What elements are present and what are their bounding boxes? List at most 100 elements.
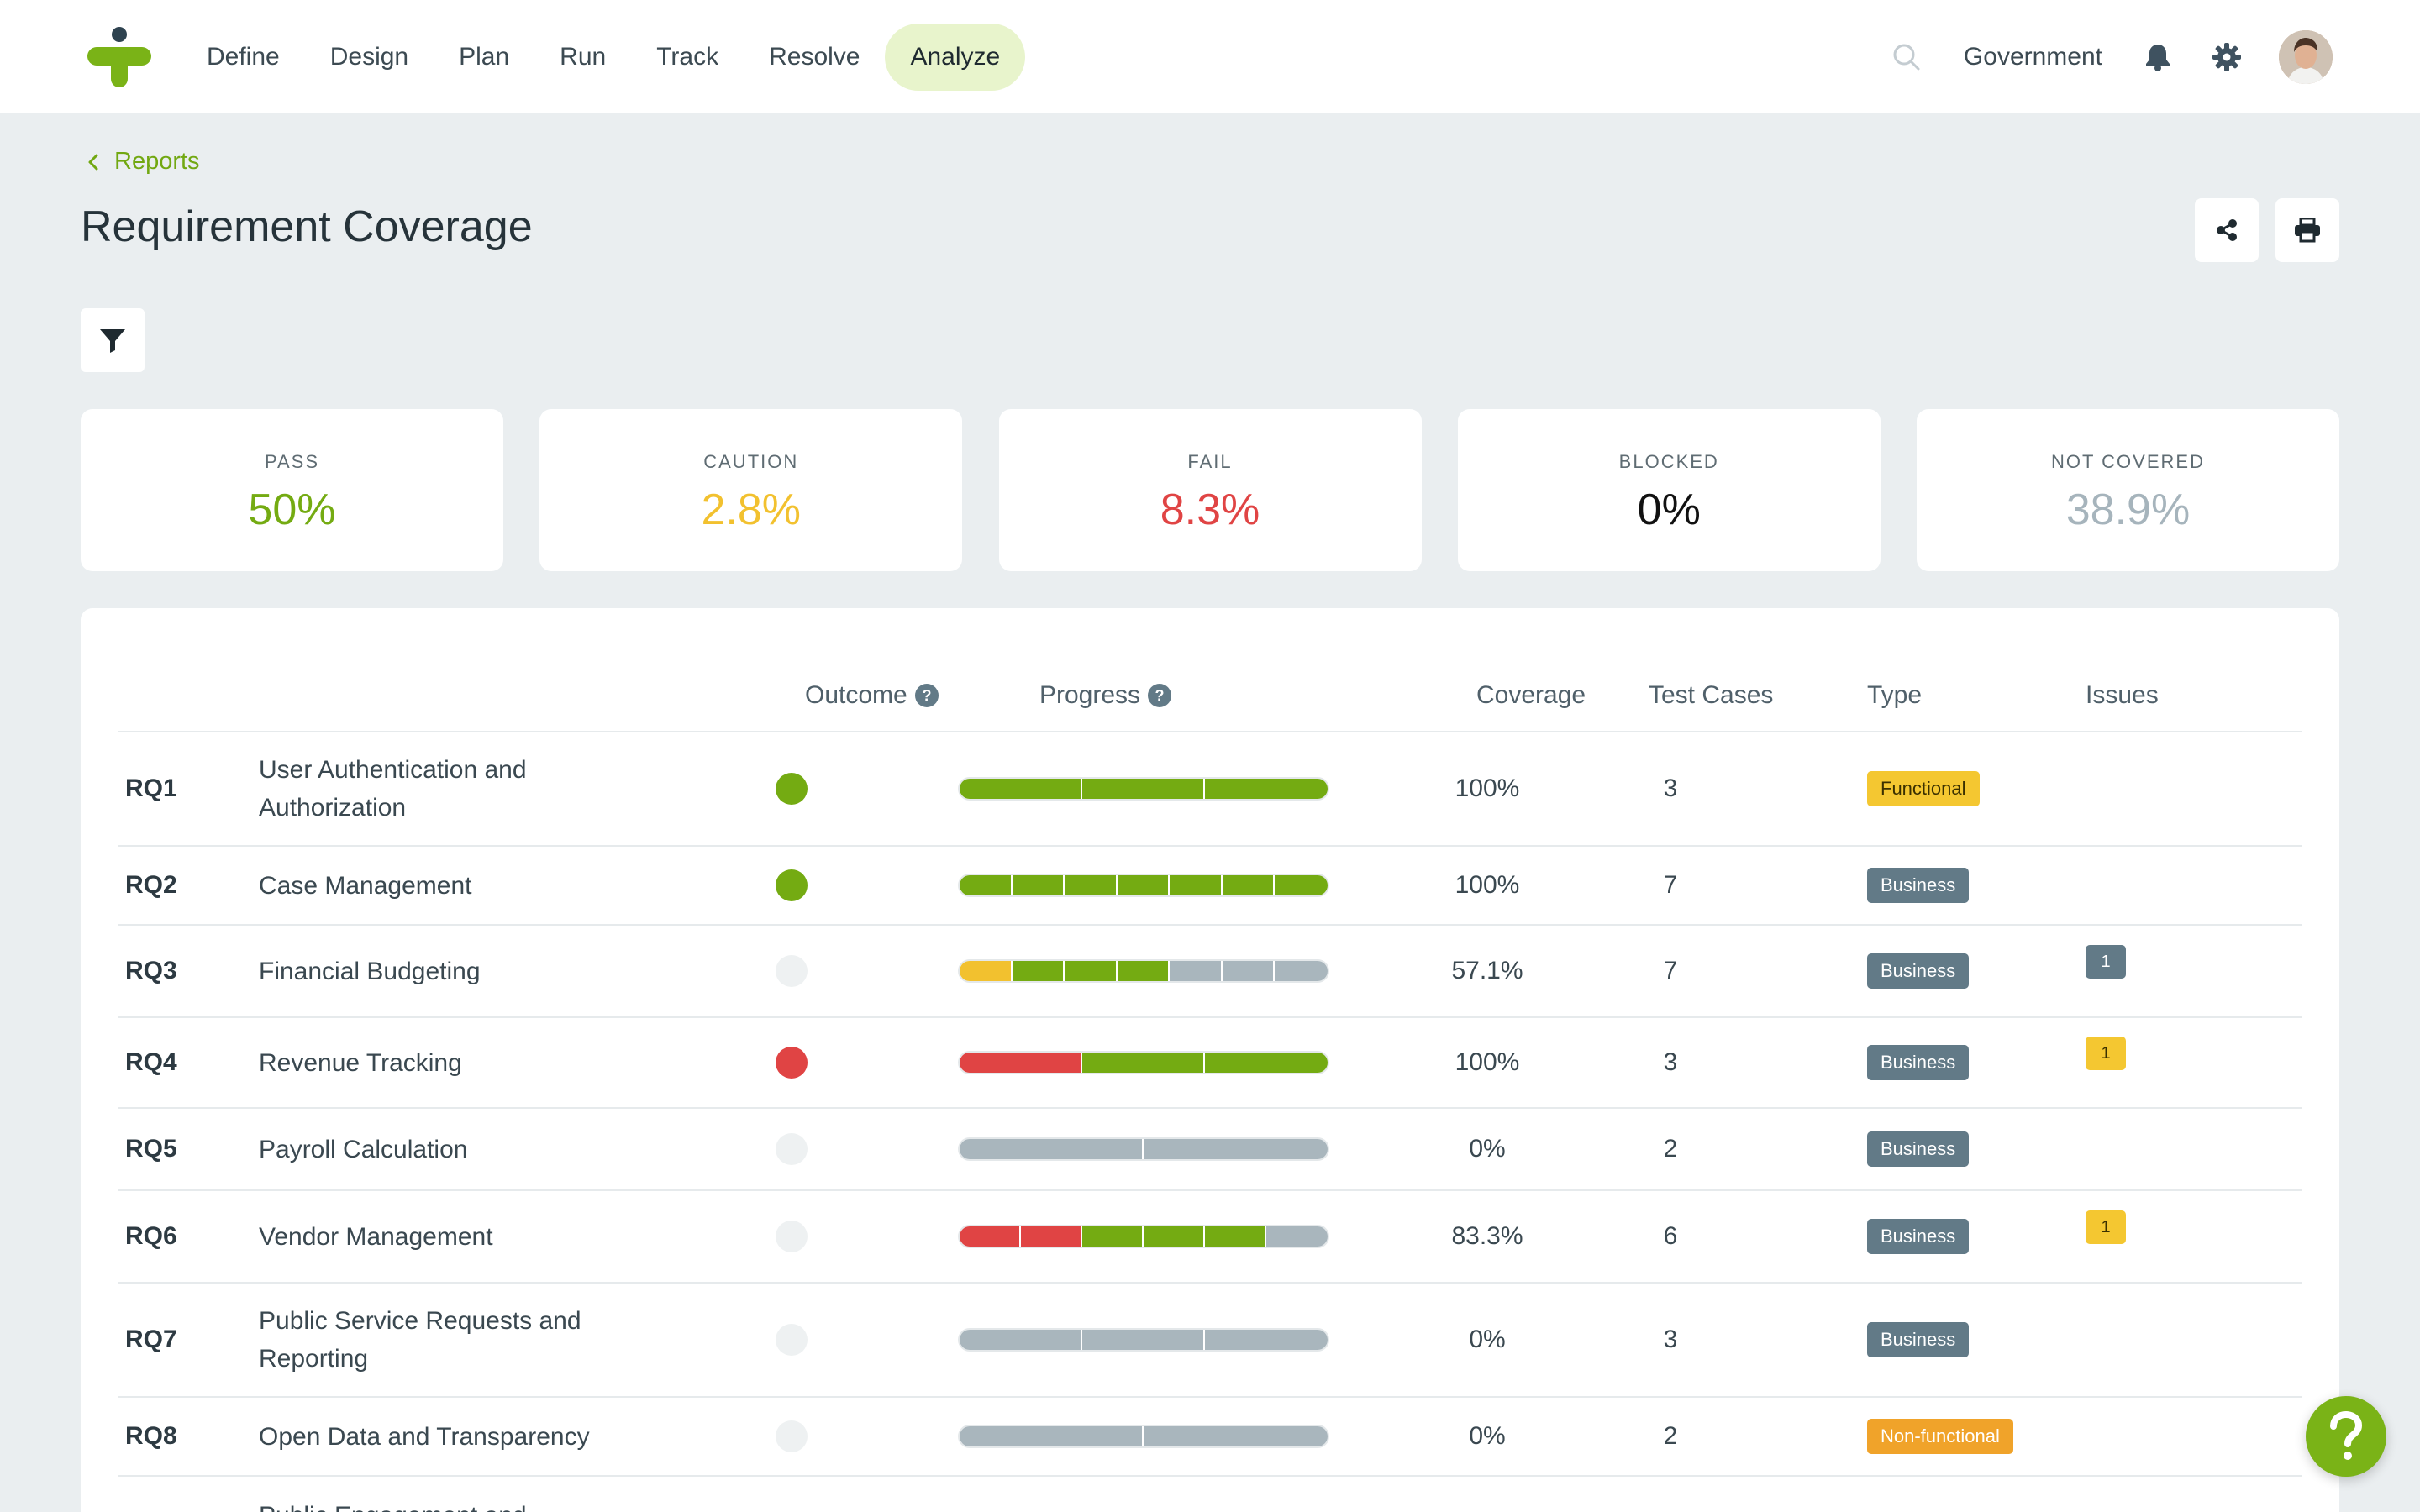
stat-card-caution: CAUTION 2.8% [539,409,963,571]
progress-segment-none [1265,1226,1328,1247]
help-button[interactable] [2306,1396,2386,1477]
type-cell: Business [1867,847,1970,924]
progress-segment-fail [1020,1226,1082,1247]
progress-segment-none [1081,1330,1205,1350]
test-cases-count: 7 [1663,871,1678,899]
stat-value: 0% [1637,486,1701,534]
progress-bar[interactable] [958,1425,1329,1448]
requirements-table: Outcome ? Progress ? Coverage Test Cases… [81,608,2339,1512]
progress-cell [958,1109,1329,1189]
progress-bar[interactable] [958,874,1329,897]
table-row[interactable]: Public Engagement and [118,1477,2302,1512]
requirement-name[interactable]: Public Service Requests and Reporting [259,1307,581,1373]
type-cell: Business [1867,1018,1970,1107]
table-row[interactable]: RQ5 Payroll Calculation 0% 2 Business [118,1109,2302,1191]
gear-icon[interactable] [2210,40,2244,74]
nav-item-run[interactable]: Run [560,43,607,71]
progress-bar[interactable] [958,1328,1329,1352]
column-coverage[interactable]: Coverage [1476,681,1586,709]
requirement-name[interactable]: Public Engagement and [259,1477,612,1512]
table-row[interactable]: RQ8 Open Data and Transparency 0% 2 Non-func… [118,1398,2302,1477]
coverage-value: 83.3% [1451,1222,1523,1250]
table-row[interactable]: RQ1 User Authentication and Authorization… [118,732,2302,847]
progress-segment-pass [1170,875,1223,895]
filter-icon [100,329,125,353]
type-badge: Business [1867,1045,1970,1080]
bell-icon[interactable] [2141,40,2175,74]
issue-count-badge[interactable]: 1 [2086,1037,2126,1070]
print-button[interactable] [2275,198,2339,262]
nav-item-resolve[interactable]: Resolve [769,43,860,71]
breadcrumb[interactable]: Reports [87,148,200,176]
stat-card-blocked: BLOCKED 0% [1457,409,1881,571]
outcome-cell [775,1284,808,1396]
help-icon[interactable]: ? [914,683,939,708]
filter-button[interactable] [81,308,145,372]
table-row[interactable]: RQ6 Vendor Management 83.3% 6 Business 1 [118,1191,2302,1284]
progress-bar[interactable] [958,959,1329,983]
progress-segment-pass [1204,1053,1328,1073]
nav-item-track[interactable]: Track [656,43,719,71]
progress-segment-pass [1081,1226,1144,1247]
outcome-cell [775,847,808,924]
requirement-id: RQ7 [125,1326,177,1353]
outcome-fail-indicator [776,1047,808,1079]
column-outcome[interactable]: Outcome ? [805,659,939,732]
breadcrumb-reports-link[interactable]: Reports [114,148,200,175]
type-badge: Business [1867,868,1970,903]
progress-segment-fail [960,1226,1021,1247]
table-row[interactable]: RQ3 Financial Budgeting 57.1% 7 Business 1 [118,926,2302,1018]
requirement-name[interactable]: Financial Budgeting [259,957,481,985]
requirement-name[interactable]: Open Data and Transparency [259,1422,590,1451]
requirement-id: RQ5 [125,1135,177,1163]
progress-bar[interactable] [958,1225,1329,1248]
coverage-value: 100% [1455,1048,1520,1076]
outcome-none-indicator [776,1221,808,1252]
progress-segment-pass [1117,961,1171,981]
share-button[interactable] [2195,198,2259,262]
progress-segment-none [1144,1426,1328,1446]
app-logo-icon[interactable] [87,27,151,87]
column-progress[interactable]: Progress ? [1039,659,1172,732]
table-row[interactable]: RQ2 Case Management 100% 7 Business [118,847,2302,926]
requirement-name[interactable]: Vendor Management [259,1222,493,1251]
column-issues[interactable]: Issues [2086,681,2159,709]
nav-item-define[interactable]: Define [207,43,280,71]
nav-item-plan[interactable]: Plan [459,43,510,71]
table-row[interactable]: RQ4 Revenue Tracking 100% 3 Business 1 [118,1018,2302,1109]
column-type[interactable]: Type [1867,681,1923,709]
requirement-name[interactable]: Revenue Tracking [259,1048,462,1077]
progress-bar[interactable] [958,1051,1329,1074]
type-badge: Non-functional [1867,1419,2013,1454]
user-avatar[interactable] [2279,30,2333,84]
top-right-controls: Government [1890,24,2333,91]
nav-item-analyze[interactable]: Analyze [885,24,1026,91]
progress-segment-none [1144,1139,1328,1159]
table-row[interactable]: RQ7 Public Service Requests and Reporting… [118,1284,2302,1398]
nav-item-design[interactable]: Design [329,43,409,71]
progress-cell [958,732,1329,845]
workspace-selector[interactable]: Government [1963,43,2102,71]
stat-label: FAIL [1187,451,1233,472]
stat-label: PASS [264,451,320,472]
type-cell: Business [1867,1191,1970,1282]
chevron-left-icon [88,154,98,170]
progress-bar[interactable] [958,1137,1329,1161]
search-icon[interactable] [1890,40,1923,74]
issue-count-badge[interactable]: 1 [2086,1210,2126,1244]
progress-cell [958,926,1329,1016]
column-test-cases[interactable]: Test Cases [1649,681,1774,709]
requirement-name[interactable]: User Authentication and Authorization [259,756,527,822]
requirement-name[interactable]: Case Management [259,871,472,900]
requirement-name[interactable]: Payroll Calculation [259,1135,468,1163]
stat-card-not-covered: NOT COVERED 38.9% [1917,409,2339,571]
outcome-cell [775,1109,808,1189]
progress-segment-pass [1275,875,1328,895]
progress-bar[interactable] [958,777,1329,801]
issue-count-badge[interactable]: 1 [2086,945,2126,979]
stat-label: NOT COVERED [2051,451,2205,472]
type-cell: Business [1867,1284,1970,1396]
progress-segment-none [1204,1330,1328,1350]
progress-segment-none [1275,961,1328,981]
help-icon[interactable]: ? [1147,683,1172,708]
